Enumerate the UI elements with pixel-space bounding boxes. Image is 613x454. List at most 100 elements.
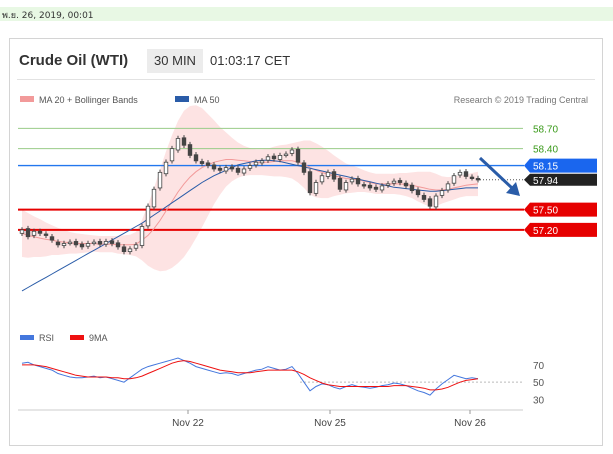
- candle-body: [451, 175, 457, 184]
- candle-body: [409, 184, 415, 192]
- candle-body: [187, 144, 193, 156]
- rsi-panel: 70 50 30: [21, 357, 545, 406]
- candle-body: [307, 171, 313, 194]
- candle-body: [169, 148, 175, 162]
- candle-body: [193, 154, 199, 162]
- candle-body: [385, 183, 391, 186]
- candle-body: [229, 166, 235, 170]
- ma-bb-legend-swatch: [20, 96, 34, 102]
- candle-body: [109, 240, 115, 244]
- candle-body: [361, 184, 367, 187]
- rsi-ma-line: [22, 360, 479, 391]
- chart-time: 01:03:17 CET: [210, 53, 291, 68]
- bollinger-band-area: [22, 105, 478, 272]
- ma-bb-legend-label: MA 20 + Bollinger Bands: [39, 95, 138, 105]
- candle-body: [133, 244, 139, 249]
- support-label: 57.20: [533, 226, 558, 237]
- candle-body: [241, 168, 247, 174]
- candle-body: [67, 241, 73, 245]
- candle-body: [223, 167, 229, 172]
- last-price-label: 57.94: [533, 176, 558, 187]
- candle-body: [19, 229, 25, 234]
- levels: 58.70 58.40 58.15 57.94 57.50 57.20: [18, 124, 597, 237]
- candle-body: [175, 138, 181, 151]
- candle-body: [139, 226, 145, 246]
- candle-body: [319, 175, 325, 183]
- candle-body: [379, 185, 385, 191]
- candle-body: [373, 186, 379, 190]
- candle-body: [163, 161, 169, 175]
- candle-body: [217, 167, 223, 171]
- pivot-label: 58.15: [533, 162, 558, 173]
- candle-body: [415, 189, 421, 196]
- candle-body: [115, 242, 121, 248]
- candle-body: [151, 188, 157, 208]
- rsi-ma-legend-swatch: [70, 335, 84, 340]
- candle-body: [103, 241, 109, 245]
- resistance-label: 58.40: [533, 145, 558, 156]
- rsi-tick-label: 50: [533, 378, 545, 389]
- candle-body: [85, 243, 91, 247]
- candles: [19, 135, 481, 255]
- candle-body: [271, 155, 277, 160]
- candle-body: [463, 171, 469, 177]
- timestamp-bar: พ.ย. 26, 2019, 00:01: [0, 7, 613, 21]
- candle-body: [205, 162, 211, 166]
- rsi-legend-label: RSI: [39, 333, 54, 343]
- candle-body: [349, 178, 355, 183]
- forecast-arrow: [478, 156, 520, 196]
- timestamp-text: พ.ย. 26, 2019, 00:01: [2, 11, 94, 21]
- candle-body: [391, 180, 397, 184]
- candle-body: [421, 194, 427, 200]
- candle-body: [73, 241, 79, 246]
- x-tick-label: Nov 25: [314, 418, 346, 429]
- candle-body: [337, 178, 343, 190]
- timeframe-badge[interactable]: 30 MIN: [147, 49, 203, 73]
- x-tick-label: Nov 22: [172, 418, 204, 429]
- credit-text: Research © 2019 Trading Central: [454, 95, 588, 105]
- candle-body: [277, 155, 283, 160]
- candle-body: [79, 243, 85, 248]
- support-tag: [524, 202, 597, 217]
- candle-body: [211, 164, 217, 170]
- support-tag: [524, 222, 597, 237]
- x-tick-label: Nov 26: [454, 418, 486, 429]
- candle-body: [325, 171, 331, 177]
- pivot-tag: [524, 158, 597, 173]
- candle-body: [289, 149, 295, 154]
- candle-body: [247, 165, 253, 169]
- rsi-legend-swatch: [20, 335, 34, 340]
- ma50-legend-label: MA 50: [194, 95, 220, 105]
- candle-body: [355, 178, 361, 185]
- candle-body: [433, 195, 439, 208]
- arrow-shaft: [478, 156, 514, 190]
- resistance-label: 58.70: [533, 124, 558, 135]
- candle-body: [403, 182, 409, 187]
- candle-body: [235, 167, 241, 173]
- candle-body: [181, 137, 187, 146]
- candle-body: [145, 205, 151, 227]
- last-price-tag: [524, 173, 597, 186]
- candle-body: [157, 171, 163, 189]
- arrow-head: [506, 182, 520, 196]
- candle-body: [469, 176, 475, 179]
- candle-body: [439, 190, 445, 196]
- candle-body: [367, 184, 373, 189]
- candle-body: [43, 233, 49, 236]
- candle-body: [343, 182, 349, 191]
- candle-body: [199, 161, 205, 164]
- candle-body: [445, 183, 451, 191]
- instrument-title: Crude Oil (WTI): [19, 52, 129, 69]
- candle-body: [49, 236, 55, 241]
- candle-body: [295, 148, 301, 163]
- candle-body: [25, 228, 31, 238]
- ma50-line: [21, 159, 478, 292]
- candle-body: [121, 246, 127, 253]
- candle-body: [127, 248, 133, 253]
- candle-body: [475, 178, 481, 181]
- candle-body: [259, 160, 265, 164]
- bollinger-bands: [22, 105, 478, 272]
- x-axis: Nov 22 Nov 25 Nov 26: [18, 409, 523, 429]
- candle-body: [331, 171, 337, 180]
